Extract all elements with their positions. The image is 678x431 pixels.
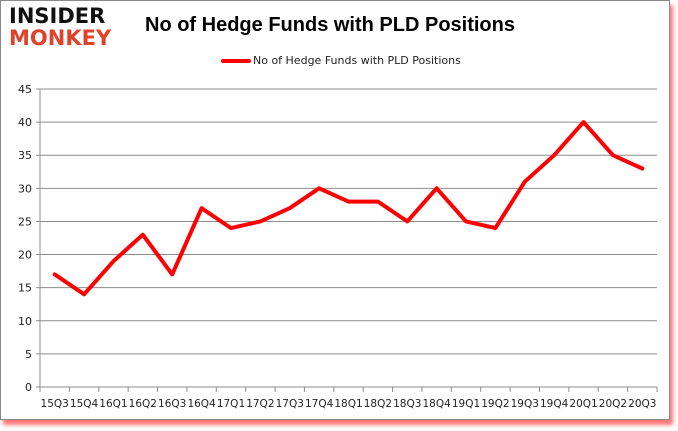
x-tick-label: 20Q1 [569,398,597,410]
chart-frame [0,0,670,420]
chart-legend: No of Hedge Funds with PLD Positions [221,54,461,67]
x-tick-label: 19Q3 [511,398,539,410]
x-tick-label: 19Q4 [540,398,569,410]
x-tick-label: 16Q3 [158,398,186,410]
y-tick-label: 5 [25,348,32,361]
y-tick-label: 20 [18,249,32,262]
legend-label: No of Hedge Funds with PLD Positions [253,54,461,67]
x-tick-label: 19Q2 [481,398,509,410]
x-tick-label: 18Q4 [422,398,451,410]
x-tick-label: 17Q4 [305,398,334,410]
x-tick-label: 17Q2 [246,398,274,410]
y-tick-label: 15 [18,282,32,295]
x-tick-label: 15Q4 [70,398,99,410]
x-tick-label: 19Q1 [452,398,480,410]
y-tick-label: 10 [18,315,32,328]
x-tick-label: 16Q4 [187,398,216,410]
x-tick-label: 20Q2 [599,398,627,410]
x-tick-label: 15Q3 [41,398,69,410]
gridlines [36,88,657,388]
y-axis: 0 5 10 15 20 25 30 35 40 45 [18,83,41,394]
logo-line-1: INSIDER [9,4,106,28]
x-tick-label: 16Q2 [129,398,157,410]
y-tick-label: 0 [25,381,32,394]
logo-line-2: MONKEY [9,26,112,50]
x-tick-label: 18Q2 [364,398,392,410]
x-tick-label: 18Q3 [393,398,421,410]
legend-line-swatch-icon [221,58,251,63]
y-tick-label: 30 [18,182,32,195]
x-tick-label: 17Q3 [276,398,304,410]
y-tick-label: 40 [18,116,32,129]
x-tick-label: 16Q1 [99,398,127,410]
insider-monkey-logo: INSIDER MONKEY [9,6,129,49]
data-series-line [52,120,645,297]
x-tick-label: 20Q3 [628,398,656,410]
x-axis: 15Q3 15Q4 16Q1 16Q2 16Q3 16Q4 17Q1 17Q2 17Q3 17Q4… [39,387,658,410]
x-tick-label: 18Q1 [334,398,362,410]
y-tick-label: 45 [18,83,32,96]
x-tick-label: 17Q1 [217,398,245,410]
y-tick-label: 25 [18,215,32,228]
chart-title: No of Hedge Funds with PLD Positions [145,14,515,36]
y-tick-label: 35 [18,149,32,162]
